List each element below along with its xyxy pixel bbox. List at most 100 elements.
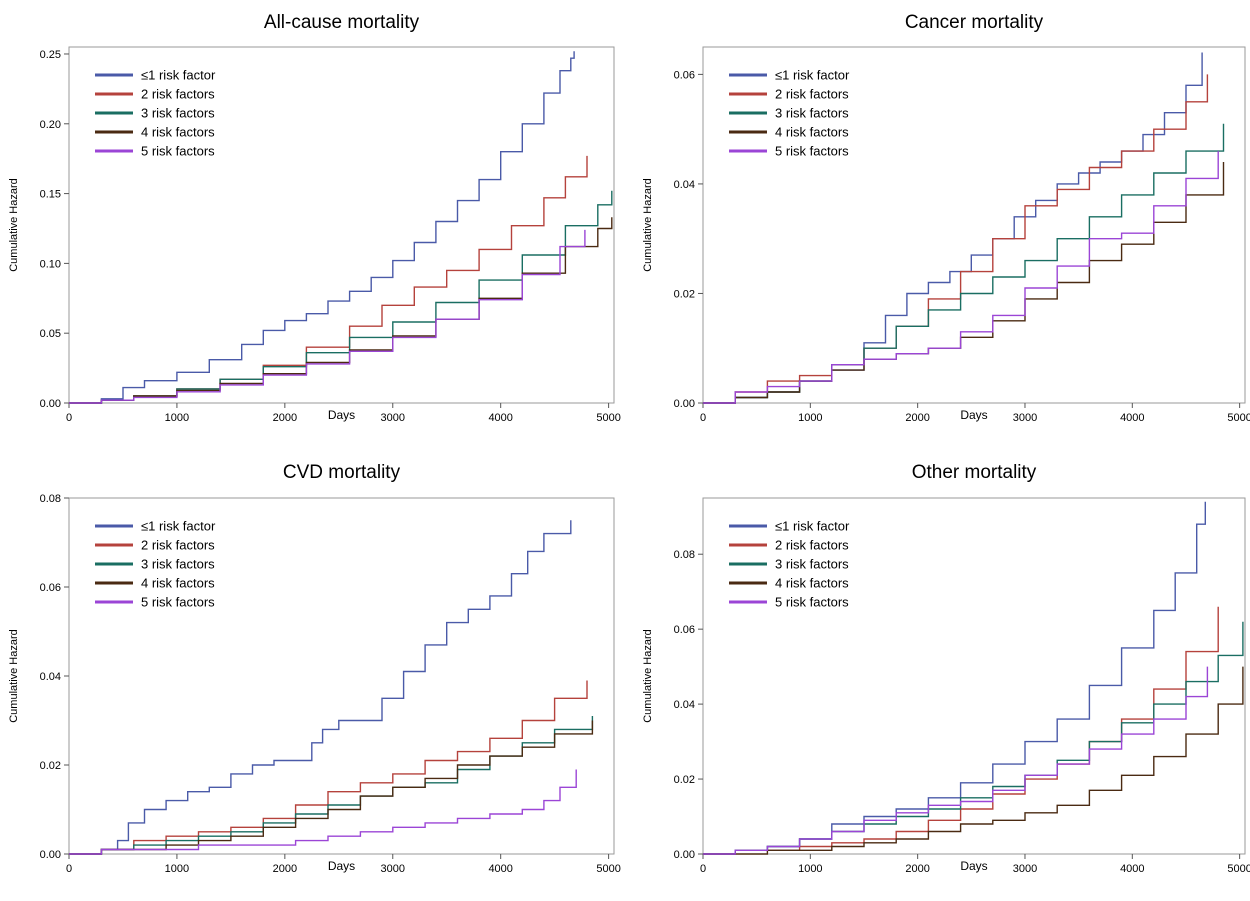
x-tick-label: 4000 — [488, 863, 512, 875]
y-tick-label: 0.06 — [674, 69, 695, 81]
legend-label-1: ≤1 risk factor — [141, 68, 216, 83]
x-tick-label: 4000 — [488, 412, 512, 424]
y-axis-label: Cumulative Hazard — [8, 178, 20, 272]
series-line-4 — [69, 720, 594, 855]
legend-label-1: ≤1 risk factor — [775, 519, 850, 534]
x-tick-label: 0 — [66, 412, 72, 424]
series-line-3 — [69, 716, 594, 855]
chart-title: All-cause mortality — [264, 12, 420, 33]
series-line-1 — [703, 501, 1206, 855]
legend-label-5: 5 risk factors — [775, 144, 849, 159]
series-line-1 — [69, 520, 572, 855]
legend-label-4: 4 risk factors — [141, 576, 215, 591]
chart-panel-2: Cancer mortality 0 1000 2000 3000 4000 5000 Day… — [642, 12, 1250, 424]
x-tick-label: 4000 — [1120, 863, 1144, 875]
series-line-5 — [69, 769, 577, 855]
chart-title: Other mortality — [912, 462, 1037, 483]
series-line-2 — [69, 680, 588, 855]
series-line-5 — [703, 151, 1219, 404]
x-tick-label: 2000 — [905, 863, 929, 875]
y-tick-label: 0.00 — [40, 849, 61, 861]
legend-label-2: 2 risk factors — [141, 538, 215, 553]
chart-title: CVD mortality — [283, 462, 401, 483]
chart-title: Cancer mortality — [905, 12, 1044, 33]
series-line-2 — [703, 606, 1219, 855]
legend-label-3: 3 risk factors — [775, 557, 849, 572]
y-axis-label: Cumulative Hazard — [8, 629, 20, 723]
y-axis-label: Cumulative Hazard — [642, 629, 654, 723]
y-tick-label: 0.04 — [674, 179, 695, 191]
plot-frame — [702, 497, 1246, 855]
series-line-5 — [703, 666, 1209, 855]
x-axis-label: Days — [328, 408, 355, 422]
y-tick-label: 0.15 — [40, 189, 61, 201]
chart-panel-4: Other mortality 0 1000 2000 3000 4000 5000 Days… — [642, 462, 1250, 875]
y-tick-label: 0.25 — [40, 49, 61, 61]
series-line-4 — [703, 666, 1244, 855]
y-tick-label: 0.05 — [40, 328, 61, 340]
y-tick-label: 0.00 — [674, 849, 695, 861]
legend-label-3: 3 risk factors — [775, 106, 849, 121]
x-tick-label: 0 — [700, 863, 706, 875]
x-tick-label: 2000 — [273, 412, 297, 424]
x-tick-label: 1000 — [798, 863, 822, 875]
x-tick-label: 5000 — [1227, 412, 1250, 424]
legend-label-2: 2 risk factors — [141, 87, 215, 102]
plot-frame — [702, 46, 1246, 404]
x-tick-label: 4000 — [1120, 412, 1144, 424]
y-tick-label: 0.02 — [40, 760, 61, 772]
legend-label-1: ≤1 risk factor — [141, 519, 216, 534]
x-tick-label: 3000 — [381, 863, 405, 875]
y-tick-label: 0.08 — [674, 549, 695, 561]
plot-frame — [68, 46, 615, 404]
x-tick-label: 2000 — [273, 863, 297, 875]
y-tick-label: 0.04 — [40, 671, 61, 683]
series-line-1 — [69, 51, 575, 404]
x-tick-label: 1000 — [165, 863, 189, 875]
series-line-3 — [69, 190, 613, 404]
legend-label-2: 2 risk factors — [775, 87, 849, 102]
y-tick-label: 0.02 — [674, 288, 695, 300]
legend-label-1: ≤1 risk factor — [775, 68, 850, 83]
x-tick-label: 3000 — [381, 412, 405, 424]
x-tick-label: 5000 — [596, 863, 620, 875]
legend-label-5: 5 risk factors — [775, 595, 849, 610]
series-line-2 — [703, 74, 1209, 404]
y-tick-label: 0.00 — [40, 398, 61, 410]
x-tick-label: 1000 — [798, 412, 822, 424]
y-tick-label: 0.20 — [40, 119, 61, 131]
x-tick-label: 5000 — [596, 412, 620, 424]
legend-label-5: 5 risk factors — [141, 144, 215, 159]
chart-panel-1: All-cause mortality 0 1000 2000 3000 4000 5000… — [8, 12, 621, 424]
y-tick-label: 0.06 — [40, 582, 61, 594]
y-axis-label: Cumulative Hazard — [642, 178, 654, 272]
legend-label-4: 4 risk factors — [141, 125, 215, 140]
x-tick-label: 0 — [66, 863, 72, 875]
x-tick-label: 5000 — [1227, 863, 1250, 875]
y-tick-label: 0.08 — [40, 493, 61, 505]
chart-panel-3: CVD mortality 0 1000 2000 3000 4000 5000 Days 0.… — [8, 462, 621, 875]
x-tick-label: 3000 — [1013, 863, 1037, 875]
y-tick-label: 0.10 — [40, 258, 61, 270]
series-line-3 — [703, 123, 1225, 404]
y-tick-label: 0.00 — [674, 398, 695, 410]
series-line-4 — [703, 162, 1225, 404]
y-tick-label: 0.06 — [674, 624, 695, 636]
x-tick-label: 3000 — [1013, 412, 1037, 424]
x-axis-label: Days — [960, 408, 987, 422]
series-line-5 — [69, 229, 586, 404]
legend-label-4: 4 risk factors — [775, 125, 849, 140]
series-line-3 — [703, 621, 1244, 855]
x-tick-label: 1000 — [165, 412, 189, 424]
y-tick-label: 0.02 — [674, 774, 695, 786]
x-tick-label: 0 — [700, 412, 706, 424]
x-tick-label: 2000 — [905, 412, 929, 424]
y-tick-label: 0.04 — [674, 699, 695, 711]
legend-label-5: 5 risk factors — [141, 595, 215, 610]
series-line-4 — [69, 217, 613, 404]
legend-label-4: 4 risk factors — [775, 576, 849, 591]
x-axis-label: Days — [328, 859, 355, 873]
legend-label-2: 2 risk factors — [775, 538, 849, 553]
